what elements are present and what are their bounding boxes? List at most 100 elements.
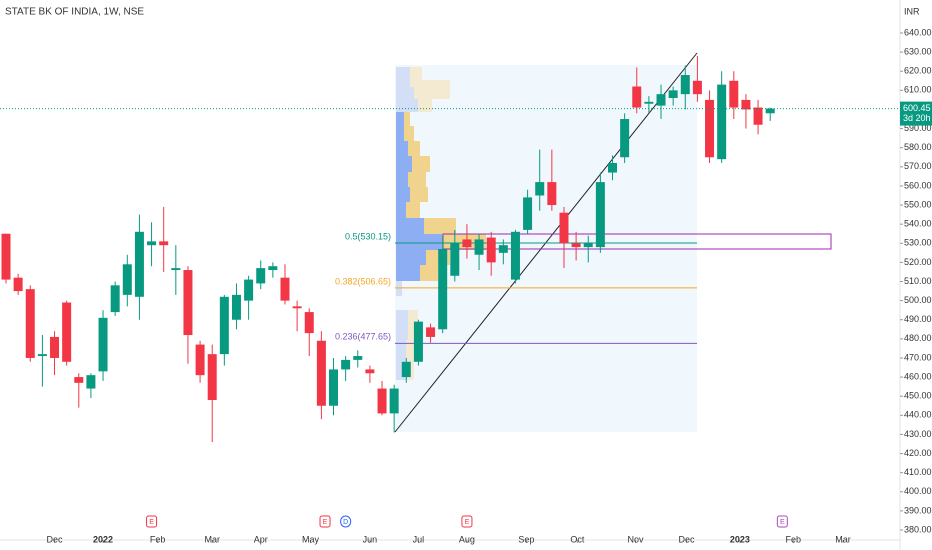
candle-body <box>329 369 339 406</box>
candle-body <box>37 354 47 357</box>
currency-label: INR <box>904 6 920 16</box>
event-label: E <box>465 519 470 526</box>
x-tick-label: Jul <box>413 534 425 544</box>
candle-body <box>729 80 739 108</box>
candle-body <box>244 279 254 301</box>
x-tick-label: Dec <box>678 534 695 544</box>
candle-body <box>620 119 630 158</box>
candle-body <box>632 86 642 108</box>
candle-body <box>413 321 423 362</box>
candle-body <box>280 277 290 301</box>
y-tick-label: 490.00 <box>904 314 932 324</box>
candle-body <box>486 237 496 263</box>
candle-body <box>292 306 302 309</box>
event-marker <box>319 515 331 528</box>
event-marker <box>461 515 473 528</box>
candle-body <box>583 243 593 248</box>
x-tick-label: Nov <box>628 534 645 544</box>
event-label: E <box>323 519 328 526</box>
candle-body <box>86 375 96 389</box>
candle-body <box>353 356 363 360</box>
y-tick-label: 420.00 <box>904 448 932 458</box>
x-tick-label: Aug <box>459 534 475 544</box>
candle-body <box>680 75 690 95</box>
candle-body <box>389 388 399 414</box>
candle-body <box>171 268 181 271</box>
event-marker <box>146 515 158 528</box>
x-tick-label: 2022 <box>93 534 113 544</box>
candle-body <box>705 99 715 158</box>
y-tick-label: 380.00 <box>904 524 932 534</box>
y-tick-label: 450.00 <box>904 391 932 401</box>
y-tick-label: 520.00 <box>904 257 932 267</box>
event-label: E <box>780 519 785 526</box>
candle-body <box>717 84 727 160</box>
candle-body <box>547 182 557 206</box>
candle-body <box>595 182 605 248</box>
fib-label: 0.5(530.15) <box>345 231 391 241</box>
candle-body <box>438 249 448 330</box>
candle-body <box>122 264 132 295</box>
y-tick-label: 620.00 <box>904 66 932 76</box>
candle-body <box>559 212 569 244</box>
event-label: D <box>343 519 348 526</box>
y-tick-label: 540.00 <box>904 219 932 229</box>
candle-body <box>110 285 120 313</box>
candle-body <box>450 243 460 276</box>
candle-body <box>426 327 436 337</box>
x-tick-label: 2023 <box>730 534 750 544</box>
candle-body <box>183 270 193 336</box>
y-tick-label: 630.00 <box>904 46 932 56</box>
candle-body <box>608 162 617 173</box>
y-tick-label: 510.00 <box>904 276 932 286</box>
y-tick-label: 590.00 <box>904 123 932 133</box>
y-tick-label: 530.00 <box>904 238 932 248</box>
candle-body <box>98 317 108 372</box>
x-tick-label: Feb <box>150 534 166 544</box>
candle-body <box>377 388 387 414</box>
y-tick-label: 640.00 <box>904 27 932 37</box>
candle-body <box>365 369 375 374</box>
y-tick-label: 610.00 <box>904 85 932 95</box>
candle-body <box>668 90 678 98</box>
candle-body <box>74 377 84 383</box>
candle-body <box>1 233 11 280</box>
candle-body <box>50 336 60 358</box>
fib-label: 0.236(477.65) <box>335 332 391 342</box>
candle-body <box>219 296 229 355</box>
candle-body <box>535 182 545 196</box>
candle-body <box>195 344 205 376</box>
fib-label: 0.382(506.65) <box>335 276 391 286</box>
y-tick-label: 550.00 <box>904 199 932 209</box>
candle-body <box>147 241 157 246</box>
y-tick-label: 460.00 <box>904 371 932 381</box>
y-tick-label: 500.00 <box>904 295 932 305</box>
candle-body <box>510 231 520 280</box>
x-tick-label: Sep <box>518 534 534 544</box>
x-tick-label: Apr <box>254 534 268 544</box>
x-tick-label: May <box>302 534 320 544</box>
candle-body <box>304 312 314 334</box>
candle-body <box>765 108 775 114</box>
x-tick-label: Jun <box>363 534 378 544</box>
y-tick-label: 560.00 <box>904 180 932 190</box>
y-tick-label: 480.00 <box>904 333 932 343</box>
candle-body <box>134 231 144 297</box>
y-tick-label: 470.00 <box>904 352 932 362</box>
candle-body <box>159 241 169 246</box>
candle-body <box>741 99 751 110</box>
candle-body <box>753 107 763 125</box>
candle-body <box>341 359 351 370</box>
candle-body <box>231 294 241 320</box>
candle-body <box>62 302 72 362</box>
y-tick-label: 400.00 <box>904 486 932 496</box>
chart-title: STATE BK OF INDIA, 1W, NSE <box>5 7 144 18</box>
x-tick-label: Mar <box>204 534 220 544</box>
x-tick-label: Dec <box>47 534 64 544</box>
candle-body <box>523 197 533 230</box>
candle-body <box>656 94 666 106</box>
y-tick-label: 440.00 <box>904 410 932 420</box>
candle-body <box>571 243 581 248</box>
candle-body <box>268 266 278 271</box>
